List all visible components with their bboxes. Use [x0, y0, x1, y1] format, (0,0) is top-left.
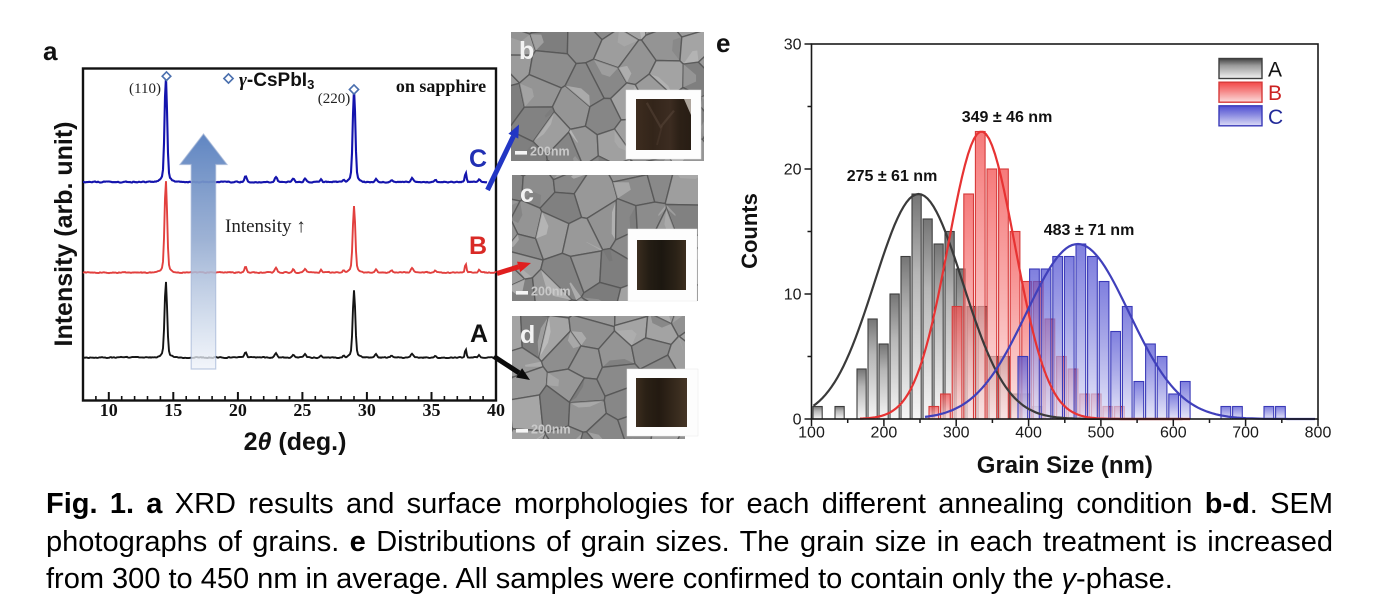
svg-text:C: C	[469, 145, 487, 173]
svg-text:0: 0	[793, 412, 802, 429]
svg-text:10: 10	[100, 400, 118, 420]
svg-text:C: C	[1268, 106, 1283, 129]
svg-text:γ-CsPbI3: γ-CsPbI3	[239, 70, 314, 92]
svg-text:30: 30	[784, 37, 802, 54]
svg-text:300: 300	[943, 425, 970, 442]
svg-text:275 ± 61 nm: 275 ± 61 nm	[847, 168, 938, 185]
svg-text:A: A	[470, 320, 488, 348]
svg-text:483 ± 71 nm: 483 ± 71 nm	[1044, 222, 1135, 239]
svg-text:15: 15	[164, 400, 182, 420]
svg-text:on sapphire: on sapphire	[396, 76, 486, 96]
svg-text:349 ± 46 nm: 349 ± 46 nm	[962, 109, 1053, 126]
svg-text:30: 30	[358, 400, 376, 420]
svg-text:d: d	[520, 321, 535, 349]
svg-text:200nm: 200nm	[531, 423, 571, 437]
svg-text:Intensity (arb. unit): Intensity (arb. unit)	[50, 122, 78, 347]
svg-text:40: 40	[487, 400, 505, 420]
svg-text:200: 200	[871, 425, 898, 442]
svg-text:600: 600	[1160, 425, 1187, 442]
svg-text:a: a	[43, 36, 58, 66]
svg-text:20: 20	[784, 162, 802, 179]
svg-text:200nm: 200nm	[530, 145, 570, 159]
svg-text:500: 500	[1088, 425, 1115, 442]
svg-text:Grain Size (nm): Grain Size (nm)	[977, 452, 1153, 479]
svg-text:10: 10	[784, 287, 802, 304]
svg-text:Intensity ↑: Intensity ↑	[225, 216, 306, 237]
svg-text:c: c	[520, 180, 534, 208]
svg-text:B: B	[1268, 82, 1282, 105]
svg-text:20: 20	[229, 400, 247, 420]
svg-text:b: b	[519, 37, 534, 65]
svg-text:25: 25	[293, 400, 311, 420]
svg-text:e: e	[716, 28, 730, 58]
svg-text:(220): (220)	[318, 91, 351, 107]
svg-text:2θ (deg.): 2θ (deg.)	[244, 428, 347, 456]
svg-text:(110): (110)	[129, 81, 161, 97]
svg-text:400: 400	[1015, 425, 1042, 442]
svg-text:A: A	[1268, 59, 1282, 82]
svg-text:B: B	[469, 232, 487, 260]
svg-text:200nm: 200nm	[531, 285, 571, 299]
svg-text:Counts: Counts	[737, 193, 762, 269]
svg-text:800: 800	[1305, 425, 1332, 442]
svg-text:100: 100	[798, 425, 825, 442]
svg-text:700: 700	[1232, 425, 1259, 442]
svg-text:35: 35	[423, 400, 441, 420]
